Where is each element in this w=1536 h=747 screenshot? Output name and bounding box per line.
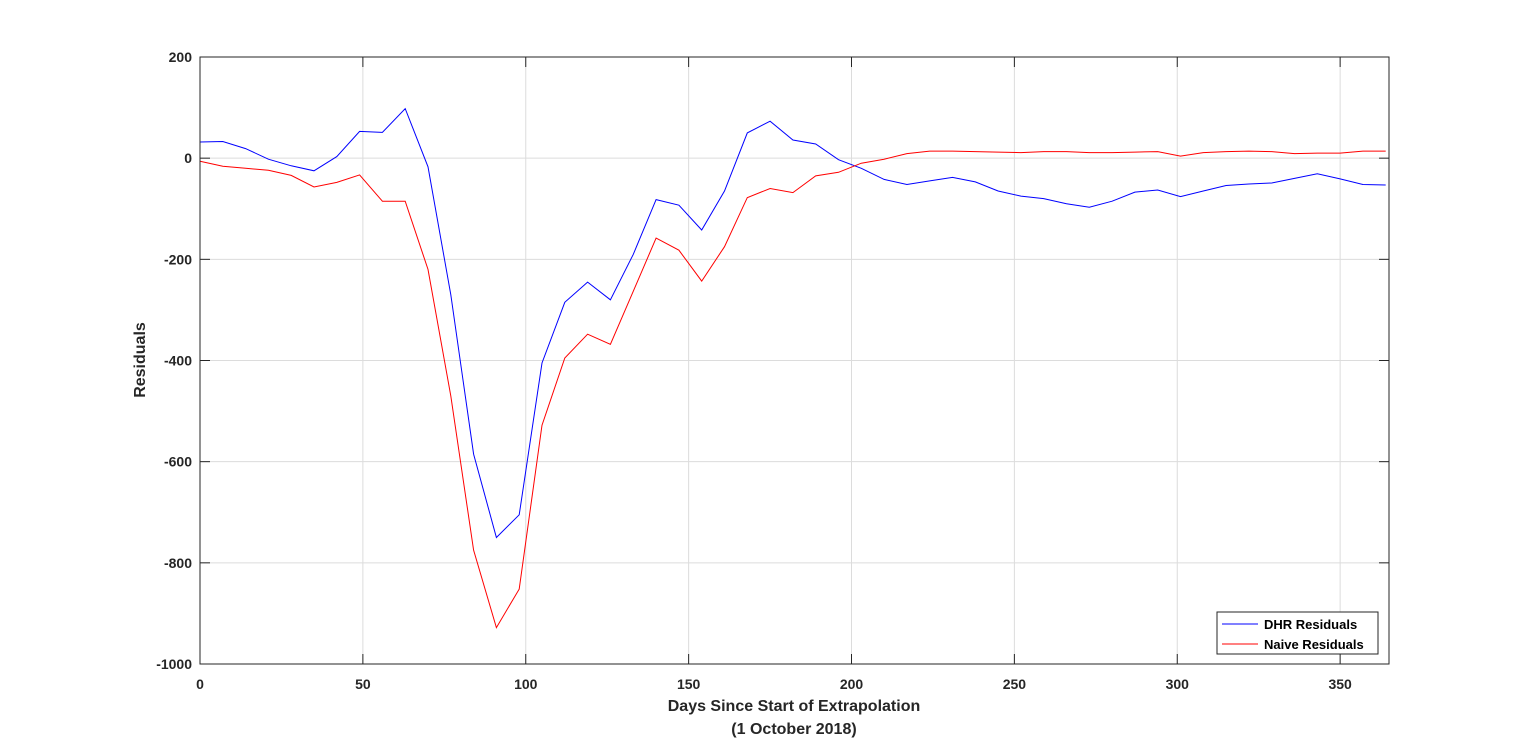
series-layer	[199, 107, 1386, 629]
y-tick-label: -200	[164, 251, 192, 267]
legend-box	[1216, 611, 1379, 655]
series-line-dhr-residuals	[199, 107, 1386, 539]
y-axis-label: Residuals	[132, 322, 149, 398]
x-axis-label: Days Since Start of Extrapolation	[668, 698, 921, 715]
y-tick-labels: 200 0 -200 -400 -600 -800 -1000	[156, 49, 192, 672]
x-tick-label: 50	[355, 676, 371, 692]
x-tick-label: 100	[514, 676, 538, 692]
y-tick-label: 0	[184, 150, 192, 166]
y-tick-label: -1000	[156, 656, 192, 672]
y-tick-label: 200	[169, 49, 193, 65]
y-tick-label: -800	[164, 555, 192, 571]
x-tick-labels: 0 50 100 150 200 250 300 350	[196, 676, 1352, 692]
legend-label-dhr: DHR Residuals	[1264, 617, 1357, 632]
y-tick-label: -400	[164, 353, 192, 369]
x-tick-label: 350	[1328, 676, 1352, 692]
x-tick-label: 0	[196, 676, 204, 692]
series-line-naive-residuals	[199, 150, 1386, 629]
legend: DHR Residuals Naive Residuals	[1216, 611, 1379, 655]
x-tick-label: 150	[677, 676, 701, 692]
x-tick-label: 300	[1166, 676, 1190, 692]
legend-label-naive: Naive Residuals	[1264, 637, 1364, 652]
x-tick-label: 250	[1003, 676, 1027, 692]
axis-ticks	[199, 56, 1389, 665]
y-tick-label: -600	[164, 454, 192, 470]
x-tick-label: 200	[840, 676, 864, 692]
x-axis-label-date: (1 October 2018)	[731, 721, 856, 738]
